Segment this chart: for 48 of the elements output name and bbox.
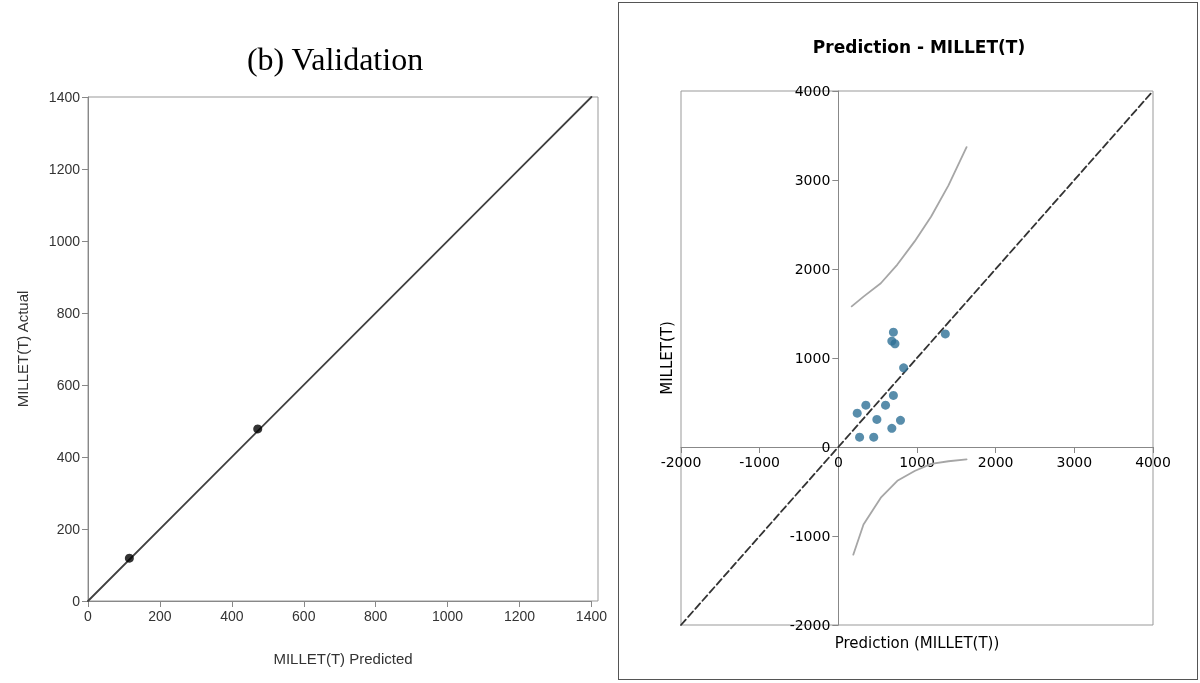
y-tick-label: -1000 bbox=[789, 528, 831, 544]
line-series bbox=[852, 458, 968, 556]
x-tick-label: 1000 bbox=[432, 608, 464, 624]
y-tick-label: 0 bbox=[821, 439, 831, 455]
x-tick-label: 1000 bbox=[899, 454, 935, 470]
point bbox=[895, 415, 905, 425]
x-tick-label: 400 bbox=[220, 608, 244, 624]
x-tick-label: 0 bbox=[84, 608, 93, 624]
y-axis-title: MILLET(T) Actual bbox=[13, 290, 31, 408]
y-tick-label: 1000 bbox=[794, 350, 831, 366]
x-tick-label: 3000 bbox=[1056, 454, 1093, 470]
x-tick-label: -1000 bbox=[739, 454, 781, 470]
point bbox=[888, 390, 898, 400]
x-tick-label: -2000 bbox=[660, 454, 702, 470]
x-tick-label: 1200 bbox=[503, 608, 536, 624]
y-tick-label: 1200 bbox=[48, 161, 81, 177]
x-tick-label: 200 bbox=[148, 608, 172, 624]
point bbox=[861, 400, 871, 410]
point bbox=[899, 363, 909, 373]
y-tick-label: 2000 bbox=[794, 261, 831, 277]
y-tick-label: 800 bbox=[56, 305, 81, 321]
chart-title: (b) Validation bbox=[246, 41, 424, 77]
y-tick-label: 1000 bbox=[48, 233, 81, 249]
x-tick-label: 4000 bbox=[1135, 454, 1171, 470]
point bbox=[855, 432, 865, 442]
y-tick-label: 4000 bbox=[794, 83, 831, 99]
line-series bbox=[850, 146, 968, 308]
point bbox=[852, 408, 862, 418]
chart-title: Prediction - MILLET(T) bbox=[812, 36, 1026, 57]
point bbox=[881, 400, 891, 410]
y-tick-label: 200 bbox=[56, 521, 81, 537]
y-tick-label: 3000 bbox=[794, 172, 831, 188]
point bbox=[869, 432, 879, 442]
y-axis-title: MILLET(T) bbox=[658, 321, 676, 395]
x-tick-label: 1400 bbox=[575, 608, 608, 624]
point bbox=[872, 414, 882, 424]
x-axis-title: Prediction (MILLET(T)) bbox=[834, 634, 1000, 652]
x-tick-label: 600 bbox=[292, 608, 316, 624]
point bbox=[940, 329, 950, 339]
point bbox=[888, 327, 898, 337]
y-tick-label: 1400 bbox=[48, 89, 81, 105]
x-tick-label: 800 bbox=[363, 608, 388, 624]
x-axis-title: MILLET(T) Predicted bbox=[273, 649, 413, 667]
x-tick-label: 2000 bbox=[977, 454, 1014, 470]
y-tick-label: 600 bbox=[56, 377, 81, 393]
y-tick-label: 0 bbox=[72, 593, 81, 609]
x-tick-label: 0 bbox=[833, 454, 843, 470]
point bbox=[887, 423, 897, 433]
